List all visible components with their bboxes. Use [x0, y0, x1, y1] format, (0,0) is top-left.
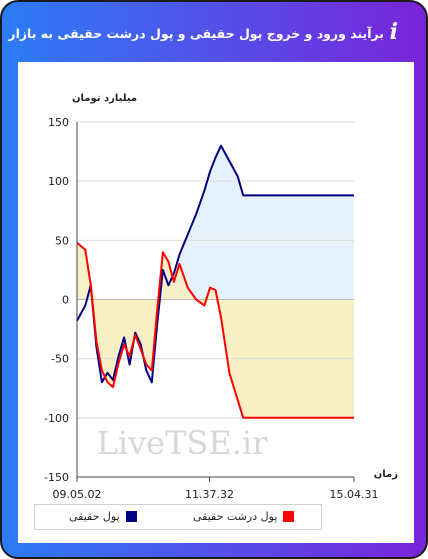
legend-label-big-real-money: پول درشت حقیقی [193, 510, 278, 523]
chart-title: برآیند ورود و خروج پول حقیقی و پول درشت … [8, 26, 384, 41]
series-lines [76, 144, 354, 419]
x-tick-label: 15.04.31 [330, 488, 379, 501]
x-tick-label: 11.37.32 [185, 488, 234, 501]
x-axis-ticks: 09.05.02 11.37.32 15.04.31 [53, 477, 379, 501]
y-tick-label: -100 [44, 412, 69, 425]
legend-swatch-real-money [125, 511, 137, 522]
legend-label-real-money: پول حقیقی [69, 510, 120, 523]
x-axis-label: زمان [374, 469, 398, 480]
y-tick-label: 50 [55, 234, 69, 247]
header: برآیند ورود و خروج پول حقیقی و پول درشت … [2, 2, 426, 62]
legend-item-real-money[interactable]: پول حقیقی [69, 510, 137, 523]
series-line-real-money [76, 144, 354, 384]
series-line-big-real-money [76, 241, 354, 419]
y-tick-label: -50 [51, 353, 69, 366]
y-tick-label: -150 [44, 471, 69, 484]
legend-swatch-big-real-money [283, 511, 295, 522]
y-tick-label: 100 [48, 175, 69, 188]
y-tick-label: 150 [48, 116, 69, 129]
positive-area-fill [77, 145, 354, 300]
y-axis-ticks: 150 100 50 0 -50 -100 -150 [44, 116, 69, 484]
x-tick-label: 09.05.02 [53, 488, 102, 501]
legend-item-big-real-money[interactable]: پول درشت حقیقی [193, 510, 295, 523]
y-tick-label: 0 [62, 294, 69, 307]
info-icon[interactable]: i [389, 19, 398, 45]
watermark: LiveTSE.ir [97, 424, 269, 462]
y-axis-label: میلیارد تومان [72, 93, 137, 104]
negative-area-fill [77, 299, 354, 418]
area-fills [77, 145, 354, 418]
legend: پول حقیقی پول درشت حقیقی [34, 504, 322, 530]
